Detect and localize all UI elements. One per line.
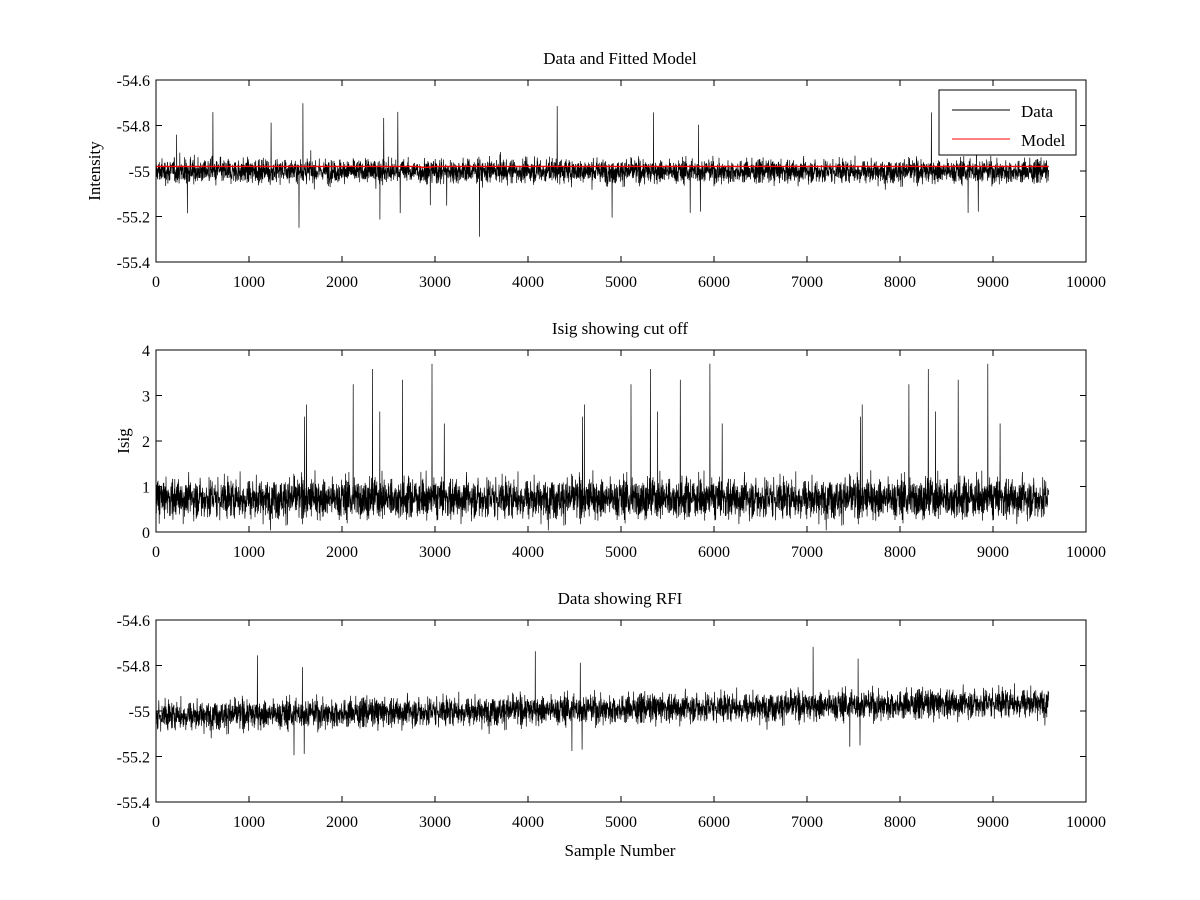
x-tick-label: 2000 xyxy=(326,544,358,561)
y-tick-label: -54.6 xyxy=(117,73,150,90)
axes: 0 1000 2000 3000 4000 5000 6000 7000 8000 9000 100… xyxy=(117,73,1106,291)
y-tick-label: -55.4 xyxy=(117,255,150,272)
x-tick-label: 1000 xyxy=(233,544,265,561)
x-tick-label: 7000 xyxy=(791,544,823,561)
x-tick-label: 2000 xyxy=(326,814,358,831)
x-tick-label: 10000 xyxy=(1066,544,1106,561)
x-tick-label: 9000 xyxy=(977,544,1009,561)
axes: 0 1000 2000 3000 4000 5000 6000 7000 8000 9000 100… xyxy=(117,613,1106,831)
x-tick-label: 5000 xyxy=(605,814,637,831)
x-tick-label: 5000 xyxy=(605,544,637,561)
y-axis-label: Isig xyxy=(114,428,133,454)
x-tick-label: 10000 xyxy=(1066,814,1106,831)
plot-area xyxy=(155,103,1049,237)
y-tick-label: 3 xyxy=(142,389,150,406)
x-tick-label: 0 xyxy=(152,814,160,831)
chart-title: Data showing RFI xyxy=(558,589,683,608)
x-tick-label: 9000 xyxy=(977,814,1009,831)
y-tick-label: -55.2 xyxy=(117,210,150,227)
y-tick-label: 1 xyxy=(142,480,150,497)
legend-label-data: Data xyxy=(1021,102,1054,121)
x-tick-label: 6000 xyxy=(698,274,730,291)
x-tick-label: 3000 xyxy=(419,544,451,561)
series-line-trace xyxy=(155,363,1049,531)
x-tick-label: 0 xyxy=(152,274,160,291)
x-tick-label: 10000 xyxy=(1066,274,1106,291)
y-tick-label: -54.8 xyxy=(117,659,150,676)
legend: Data Model xyxy=(938,89,1077,156)
y-tick-label: 4 xyxy=(142,343,150,360)
x-tick-label: 3000 xyxy=(419,274,451,291)
y-tick-label: 0 xyxy=(142,525,150,542)
panel-data-showing-rfi: Data showing RFI Sample Number 0 1000 2000… xyxy=(117,589,1106,860)
series-line-trace xyxy=(155,646,1049,756)
chart-title: Isig showing cut off xyxy=(552,319,688,338)
x-axis-label: Sample Number xyxy=(565,841,676,860)
panel-data-and-fitted-model: Data and Fitted Model Intensity 0 1000 200… xyxy=(85,49,1106,291)
plot-area xyxy=(155,363,1049,531)
x-tick-label: 8000 xyxy=(884,814,916,831)
x-tick-label: 1000 xyxy=(233,274,265,291)
x-tick-label: 2000 xyxy=(326,274,358,291)
x-tick-label: 4000 xyxy=(512,814,544,831)
y-tick-label: -54.8 xyxy=(117,119,150,136)
x-tick-label: 4000 xyxy=(512,274,544,291)
panel-isig-showing-cut-off: Isig showing cut off Isig 0 1000 2000 3000 4… xyxy=(114,319,1106,561)
y-tick-label: -55 xyxy=(129,164,150,181)
x-tick-label: 1000 xyxy=(233,814,265,831)
x-tick-label: 9000 xyxy=(977,274,1009,291)
x-tick-label: 7000 xyxy=(791,274,823,291)
x-tick-label: 6000 xyxy=(698,814,730,831)
x-tick-label: 8000 xyxy=(884,544,916,561)
series-line-data xyxy=(155,103,1049,237)
x-tick-label: 7000 xyxy=(791,814,823,831)
x-tick-label: 4000 xyxy=(512,544,544,561)
y-tick-label: -55.4 xyxy=(117,795,150,812)
x-tick-label: 0 xyxy=(152,544,160,561)
plot-area xyxy=(155,646,1049,756)
y-tick-label: -55.2 xyxy=(117,750,150,767)
x-tick-label: 3000 xyxy=(419,814,451,831)
chart-title: Data and Fitted Model xyxy=(543,49,697,68)
series-line-model xyxy=(156,165,1049,169)
y-axis-label: Intensity xyxy=(85,141,104,201)
y-tick-label: -54.6 xyxy=(117,613,150,630)
x-tick-label: 5000 xyxy=(605,274,637,291)
axes: 0 1000 2000 3000 4000 5000 6000 7000 8000 9000 100… xyxy=(142,343,1106,561)
x-tick-label: 6000 xyxy=(698,544,730,561)
y-tick-label: 2 xyxy=(142,434,150,451)
legend-box xyxy=(938,89,1077,156)
y-tick-label: -55 xyxy=(129,704,150,721)
x-tick-label: 8000 xyxy=(884,274,916,291)
legend-label-model: Model xyxy=(1021,131,1066,150)
